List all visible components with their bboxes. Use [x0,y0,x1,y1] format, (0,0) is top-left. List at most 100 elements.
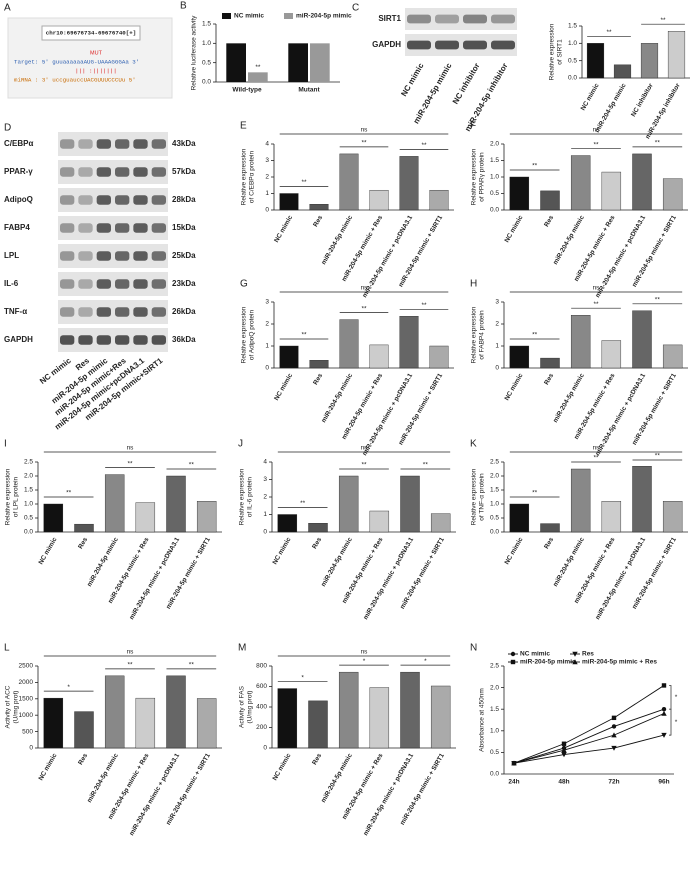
x-tick-label: NC mimic [503,214,524,244]
blot-row-label: SIRT1 [378,14,401,23]
y-tick-label: 800 [256,663,267,670]
legend-label: NC mimic [234,13,264,20]
point [561,741,567,746]
blot-band [151,251,166,261]
line [513,734,665,764]
bar [662,501,683,533]
y-tick-label: 1.0 [490,174,499,181]
pairing: ||| :||||||| [75,68,117,75]
blot-row-label: PPAR-γ [4,167,33,176]
significance: ns [361,127,369,134]
bar [277,688,298,749]
x-tick-label: miR-204-5p mimic [320,536,354,588]
blot-band [96,251,111,261]
bar [309,204,329,211]
y-tick-label: 2.5 [490,663,499,670]
bar [104,675,125,749]
blot-row-label: C/EBPα [4,139,33,148]
blot-band [115,251,130,261]
bar [400,475,420,533]
bar [430,685,451,749]
legend-marker [510,659,516,665]
bar [399,156,419,211]
bar [248,72,268,82]
bar [570,315,591,369]
significance: ** [255,64,261,71]
x-tick-label: miR-204-5p mimic [86,536,120,588]
bar [632,466,652,533]
significance: * [675,694,678,701]
blot-band [407,14,431,24]
significance: * [675,719,678,726]
significance: ** [423,462,429,469]
blot-size: 43kDa [172,139,196,148]
y-tick-label: 0 [265,365,269,372]
bar [339,153,359,211]
bar [601,171,622,211]
y-tick-label: 0.5 [568,57,577,64]
y-tick-label: 1.0 [490,501,499,508]
x-tick-label: Res [543,372,555,386]
blot-band [151,139,166,149]
significance: ** [189,462,195,469]
panel-letter: K [470,439,477,450]
blot-band [491,40,515,50]
x-tick-label: miR-204-5p mimic [552,372,586,424]
y-tick-label: 1 [495,343,499,350]
significance: ** [593,141,599,148]
y-axis-label: of LPL protein [13,477,20,518]
bar [308,700,328,749]
y-tick-label: 0.0 [568,75,577,82]
blot-band [115,279,130,289]
bar [601,501,622,533]
blot-band [60,279,75,289]
blot-band [60,139,75,149]
blot-band [96,195,111,205]
significance: ** [532,332,538,339]
x-tick-label: 48h [558,779,569,786]
y-axis-label: (U/mg prot) [13,691,20,724]
significance: ** [655,453,661,460]
blot-band [133,195,148,205]
blot-band [407,40,431,50]
bar [74,711,94,749]
significance: ** [127,662,133,669]
bar [632,153,652,211]
y-tick-label: 0.5 [490,190,499,197]
y-tick-label: 2.0 [490,141,499,148]
y-tick-label: 500 [22,728,33,735]
y-axis-label: of TNF-α protein [479,473,486,521]
point [661,683,667,688]
bar [308,523,328,533]
panel-letter: N [470,643,477,654]
significance: ** [660,17,666,24]
significance-bracket [669,685,672,710]
blot-strip [58,132,168,156]
lane-label: NC mimic [38,356,73,386]
blot-strip [405,34,517,56]
y-tick-label: 1.5 [490,487,499,494]
y-axis-label: of SIRT1 [557,39,564,65]
blot-band [78,223,93,233]
y-axis-label: of PPARγ protein [479,152,486,202]
blot-band [115,195,130,205]
bar [369,687,390,749]
bar [640,43,659,79]
blot-band [151,335,166,345]
lane-label: NC mimic [399,61,426,98]
y-axis-label: of C/EBPα protein [249,151,256,204]
bar [430,513,451,533]
y-tick-label: 2.5 [490,459,499,466]
significance: ** [127,460,133,467]
blot-band [96,307,111,317]
y-tick-label: 0.0 [202,79,211,86]
bar [74,523,94,533]
bar [586,43,605,79]
y-tick-label: 1 [263,511,267,518]
blot-band [60,251,75,261]
x-tick-label: Res [77,752,89,766]
y-axis-label: Relative expression [239,468,246,525]
y-axis-label: Absorbance at 450nm [479,688,486,752]
y-tick-label: 3 [495,299,499,306]
